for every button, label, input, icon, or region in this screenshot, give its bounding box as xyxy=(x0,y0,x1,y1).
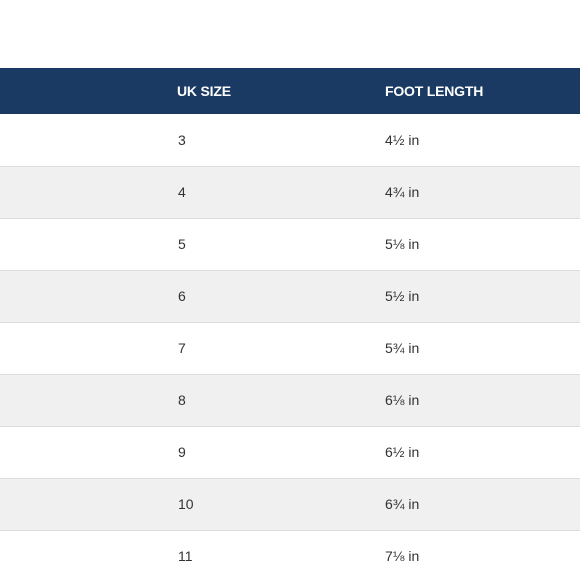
row-label-cell xyxy=(0,530,177,580)
foot-length-cell: 4¾ in xyxy=(385,184,420,200)
uk-size-cell: 8 xyxy=(178,392,186,408)
row-label-cell xyxy=(0,374,177,426)
table-body: 3 4½ in 4 4¾ in 5 5⅛ in 6 5½ in 7 5¾ xyxy=(0,114,580,580)
row-label-cell xyxy=(0,218,177,270)
uk-size-cell: 3 xyxy=(178,131,186,148)
table-row: 10 6¾ in xyxy=(0,478,580,530)
row-label-cell xyxy=(0,478,177,530)
row-label-cell xyxy=(0,426,177,478)
uk-size-cell: 5 xyxy=(178,236,186,252)
foot-length-cell: 6½ in xyxy=(385,444,420,460)
uk-size-cell: 11 xyxy=(178,548,193,565)
header-row: UK SIZE FOOT LENGTH xyxy=(0,68,580,114)
uk-size-cell: 10 xyxy=(178,496,194,512)
header-cell-first xyxy=(0,68,177,114)
row-label-cell xyxy=(0,166,177,218)
table-header: UK SIZE FOOT LENGTH xyxy=(0,68,580,114)
uk-size-cell: 7 xyxy=(178,340,186,356)
uk-size-cell: 6 xyxy=(178,288,186,304)
row-label-cell xyxy=(0,322,177,374)
foot-length-cell: 4½ in xyxy=(385,131,420,148)
header-cell-uk-size: UK SIZE xyxy=(177,83,231,99)
foot-length-cell: 7⅛ in xyxy=(385,548,420,565)
foot-length-cell: 6¾ in xyxy=(385,496,420,512)
table-row: 8 6⅛ in xyxy=(0,374,580,426)
table-row: 3 4½ in xyxy=(0,114,580,166)
table-row: 5 5⅛ in xyxy=(0,218,580,270)
table-row: 7 5¾ in xyxy=(0,322,580,374)
uk-size-cell: 9 xyxy=(178,444,186,460)
foot-length-cell: 5½ in xyxy=(385,288,420,304)
row-label-cell xyxy=(0,270,177,322)
table-row: 6 5½ in xyxy=(0,270,580,322)
foot-length-cell: 6⅛ in xyxy=(385,392,420,408)
uk-size-cell: 4 xyxy=(178,184,186,200)
table-row: 4 4¾ in xyxy=(0,166,580,218)
size-chart-table: UK SIZE FOOT LENGTH 3 4½ in 4 4¾ in 5 5⅛… xyxy=(0,68,580,580)
foot-length-cell: 5¾ in xyxy=(385,340,420,356)
row-label-cell xyxy=(0,114,177,166)
foot-length-cell: 5⅛ in xyxy=(385,236,420,252)
table-row: 9 6½ in xyxy=(0,426,580,478)
header-cell-foot-length: FOOT LENGTH xyxy=(385,83,484,99)
table-row: 11 7⅛ in xyxy=(0,530,580,580)
